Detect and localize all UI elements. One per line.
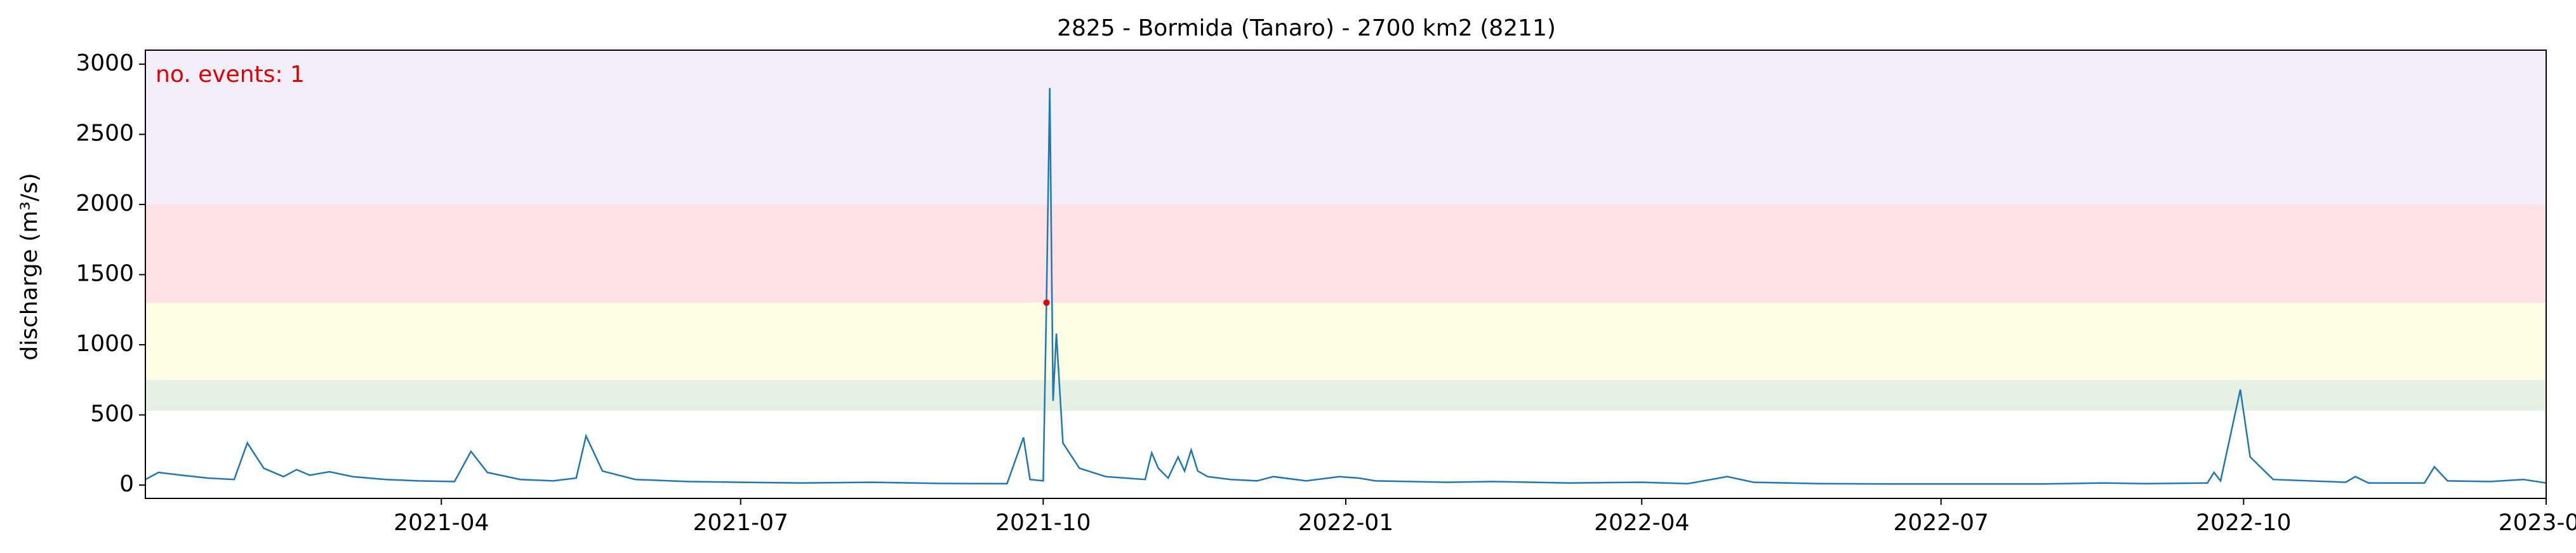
y-axis-label: discharge (m³/s)	[17, 173, 43, 360]
x-tick-label: 2021-10	[995, 510, 1091, 536]
threshold-band	[145, 204, 2546, 303]
x-tick-label: 2021-07	[693, 510, 788, 536]
x-tick-label: 2023-01	[2499, 510, 2576, 536]
threshold-band	[145, 302, 2546, 380]
y-tick-label: 500	[90, 401, 134, 427]
y-tick-label: 0	[119, 471, 134, 497]
plot-frame	[145, 50, 2547, 499]
x-tick-label: 2022-10	[2196, 510, 2291, 536]
chart-title: 2825 - Bormida (Tanaro) - 2700 km2 (8211…	[1057, 15, 1556, 41]
x-tick-label: 2021-04	[394, 510, 489, 536]
y-tick-label: 2000	[76, 190, 134, 217]
threshold-band	[145, 380, 2546, 411]
x-tick-label: 2022-07	[1894, 510, 1989, 536]
y-tick-label: 3000	[76, 50, 134, 76]
annotation: no. events: 1	[156, 62, 305, 88]
y-tick-label: 2500	[76, 121, 134, 147]
threshold-band	[145, 50, 2546, 205]
discharge-line	[145, 88, 2547, 485]
x-tick-label: 2022-01	[1298, 510, 1393, 536]
event-point	[1043, 299, 1050, 306]
y-tick-label: 1500	[76, 261, 134, 287]
x-tick-label: 2022-04	[1594, 510, 1689, 536]
y-tick-label: 1000	[76, 331, 134, 357]
